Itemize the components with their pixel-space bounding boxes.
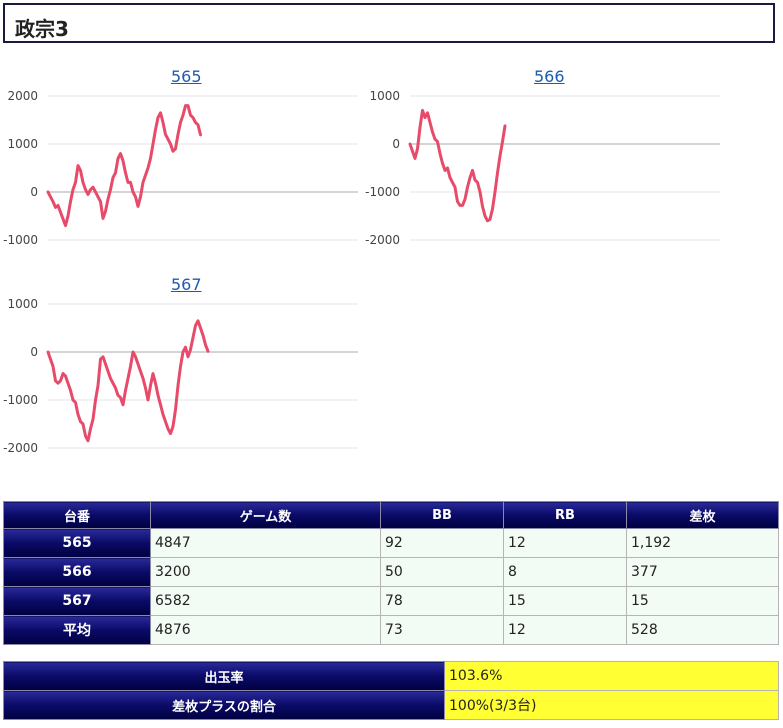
cell-games: 4876 bbox=[150, 615, 381, 645]
y-tick-label: 0 bbox=[30, 345, 38, 359]
row-label: 565 bbox=[3, 528, 151, 558]
cell-rb: 8 bbox=[503, 557, 627, 587]
chart-link-565[interactable]: 565 bbox=[171, 67, 202, 86]
cell-rb: 15 bbox=[503, 586, 627, 616]
chart-link-567[interactable]: 567 bbox=[171, 275, 202, 294]
chart-566: 566 1000 0 -1000 -2000 bbox=[362, 60, 742, 260]
chart-567-plot: 1000 0 -1000 -2000 bbox=[3, 297, 358, 455]
y-tick-label: -1000 bbox=[3, 393, 38, 407]
summary-table: 出玉率 103.6% 差枚プラスの割合 100%(3/3台) bbox=[3, 661, 779, 720]
cell-rb: 12 bbox=[503, 528, 627, 558]
y-tick-label: 1000 bbox=[369, 89, 400, 103]
table-row: 566 3200 50 8 377 bbox=[3, 557, 779, 587]
summary-value: 100%(3/3台) bbox=[444, 690, 779, 720]
cell-diff: 1,192 bbox=[626, 528, 779, 558]
table-row: 565 4847 92 12 1,192 bbox=[3, 528, 779, 558]
y-tick-label: 1000 bbox=[7, 297, 38, 311]
table-header-row: 台番 ゲーム数 BB RB 差枚 bbox=[3, 501, 779, 529]
header-games: ゲーム数 bbox=[150, 501, 381, 529]
page-title-box: 政宗3 bbox=[3, 3, 775, 43]
summary-value: 103.6% bbox=[444, 661, 779, 691]
series-line bbox=[408, 108, 507, 223]
row-label: 566 bbox=[3, 557, 151, 587]
cell-diff: 15 bbox=[626, 586, 779, 616]
cell-diff: 528 bbox=[626, 615, 779, 645]
y-tick-label: -2000 bbox=[3, 441, 38, 455]
header-machine-number: 台番 bbox=[3, 501, 151, 529]
summary-label: 出玉率 bbox=[3, 661, 445, 691]
page-title: 政宗3 bbox=[15, 17, 69, 41]
header-rb: RB bbox=[503, 501, 627, 529]
y-tick-label: -1000 bbox=[365, 185, 400, 199]
table-row: 平均 4876 73 12 528 bbox=[3, 615, 779, 645]
header-bb: BB bbox=[380, 501, 504, 529]
cell-bb: 50 bbox=[380, 557, 504, 587]
chart-566-plot: 1000 0 -1000 -2000 bbox=[365, 89, 720, 247]
chart-567: 567 1000 0 -1000 -2000 bbox=[0, 268, 380, 468]
row-label: 平均 bbox=[3, 615, 151, 645]
cell-bb: 92 bbox=[380, 528, 504, 558]
cell-bb: 78 bbox=[380, 586, 504, 616]
series-line bbox=[46, 104, 202, 228]
cell-bb: 73 bbox=[380, 615, 504, 645]
chart-565-plot: 2000 1000 0 -1000 bbox=[3, 89, 358, 247]
header-diff: 差枚 bbox=[626, 501, 779, 529]
chart-565: 565 2000 1000 0 -1000 bbox=[0, 60, 380, 260]
cell-games: 3200 bbox=[150, 557, 381, 587]
y-tick-label: -1000 bbox=[3, 233, 38, 247]
chart-link-566[interactable]: 566 bbox=[534, 67, 565, 86]
summary-label: 差枚プラスの割合 bbox=[3, 690, 445, 720]
y-tick-label: -2000 bbox=[365, 233, 400, 247]
table-row: 567 6582 78 15 15 bbox=[3, 586, 779, 616]
row-label: 567 bbox=[3, 586, 151, 616]
cell-games: 4847 bbox=[150, 528, 381, 558]
series-line bbox=[46, 319, 210, 443]
y-tick-label: 0 bbox=[30, 185, 38, 199]
cell-diff: 377 bbox=[626, 557, 779, 587]
summary-row: 差枚プラスの割合 100%(3/3台) bbox=[3, 690, 779, 720]
y-tick-label: 1000 bbox=[7, 137, 38, 151]
machine-stats-table: 台番 ゲーム数 BB RB 差枚 565 4847 92 12 1,192 56… bbox=[3, 501, 779, 645]
cell-games: 6582 bbox=[150, 586, 381, 616]
y-tick-label: 0 bbox=[392, 137, 400, 151]
cell-rb: 12 bbox=[503, 615, 627, 645]
y-tick-label: 2000 bbox=[7, 89, 38, 103]
summary-row: 出玉率 103.6% bbox=[3, 661, 779, 691]
